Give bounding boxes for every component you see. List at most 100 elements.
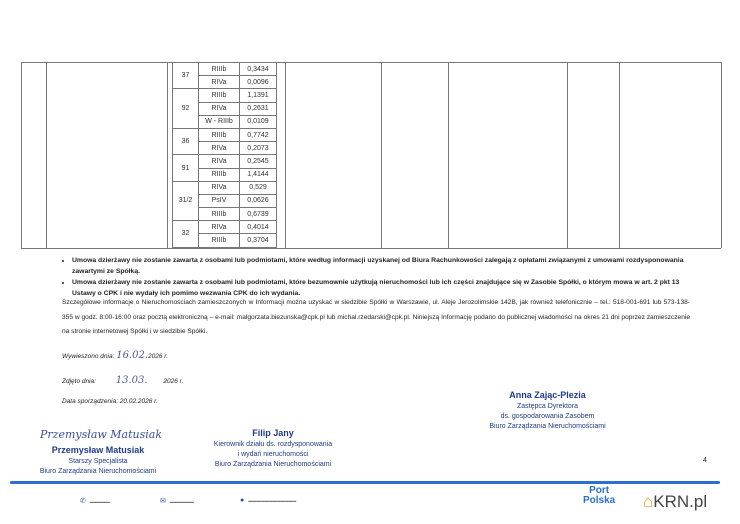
table-row: 31/2 RIVa 0,529: [172, 180, 277, 222]
table-col-line: [285, 62, 286, 248]
phone-icon: ✆: [80, 498, 86, 505]
signer-title: ds. gospodarowania Zasobem: [500, 413, 595, 420]
table-bottom-border: [21, 248, 721, 249]
posted-year: 2026 r.: [148, 353, 169, 360]
signer-name: Filip Jany: [252, 428, 294, 438]
plot-number-cell: 37: [172, 61, 199, 90]
krn-watermark: ⌂KRN.pl: [643, 492, 707, 512]
plot-number-cell: 92: [172, 88, 199, 129]
prepared-date: Data sporządzenia: 20.02.2026 r.: [62, 398, 158, 405]
logo-line: Polska: [583, 495, 616, 506]
watermark-text: KRN.pl: [653, 492, 708, 511]
area-cell: 1,4144: [239, 167, 277, 182]
land-class-cell: RIVa: [198, 220, 240, 235]
table-row: RIVa 0,0096: [173, 75, 277, 90]
table-row: RIVa 0,2073: [173, 141, 277, 156]
table-row: 32 RIVa 0,4014: [172, 220, 277, 248]
table-top-border: [21, 62, 721, 63]
posted-label: Wywieszono dnia:: [62, 353, 115, 360]
table-col-line: [46, 62, 47, 248]
posted-date: Wywieszono dnia: 16.02.2026 r.: [62, 350, 168, 361]
land-class-cell: RIIIb: [198, 233, 240, 248]
removed-year: 2026 r.: [163, 378, 184, 385]
land-class-cell: RIIIb: [198, 61, 240, 77]
location-pin-icon: ●: [240, 497, 245, 504]
area-cell: 0,0626: [239, 193, 277, 209]
land-class-cell: RIVa: [198, 180, 240, 195]
plot-number-cell: 91: [172, 154, 199, 182]
contact-paragraph: Szczegółowe informacje o Nieruchomościac…: [62, 299, 690, 335]
signer-title: Zastępca Dyrektora: [516, 403, 579, 410]
signer-dept: Biuro Zarządzania Nieruchomościami: [214, 461, 332, 468]
table-row: W - RIIIb 0,0109: [173, 114, 277, 129]
area-cell: 1,1391: [239, 88, 277, 103]
land-class-cell: RIIIb: [198, 88, 240, 103]
plot-class-table: 37 RIIIb 0,3434 RIVa 0,0096 92 RIIIb 1,1391 RIVa…: [172, 61, 277, 248]
port-polska-logo: Port Polska: [583, 486, 615, 506]
table-col-line: [448, 62, 449, 248]
land-class-cell: RIIIb: [198, 167, 240, 182]
area-cell: 0,2631: [239, 101, 277, 116]
land-class-cell: W - RIIIb: [198, 114, 240, 129]
plot-number-cell: 32: [172, 220, 199, 248]
signature-right: Anna Zając-Plezia Zastępca Dyrektora ds.…: [460, 390, 635, 432]
table-col-line: [21, 62, 22, 248]
removed-date: Zdjęto dnia: 13.03. 2026 r.: [62, 375, 183, 386]
land-class-cell: RIVa: [198, 154, 240, 169]
area-cell: 0,529: [239, 180, 277, 195]
area-cell: 0,0096: [239, 75, 277, 90]
land-class-cell: RIVa: [198, 75, 240, 90]
table-col-line: [567, 62, 568, 248]
area-cell: 0,6739: [239, 207, 277, 222]
table-row: 91 RIVa 0,2545: [172, 154, 277, 182]
signature-scribble-left: Przemysław Matusiak: [40, 428, 163, 441]
area-cell: 0,3704: [239, 233, 277, 248]
signature-left: Przemysław Matusiak Starszy Specjalista …: [38, 445, 158, 477]
land-class-cell: PsIV: [198, 193, 240, 209]
page-number: 4: [703, 457, 707, 464]
plot-number-cell: 31/2: [172, 180, 199, 222]
mail-icon: ✉: [160, 498, 166, 505]
area-cell: 0,2073: [239, 141, 277, 156]
area-cell: 0,0109: [239, 114, 277, 129]
table-row: 36 RIIIb 0,7742: [172, 127, 277, 156]
signer-dept: Biuro Zarządzania Nieruchomościami: [489, 423, 606, 430]
land-class-cell: RIVa: [198, 101, 240, 116]
logo-line: Port: [589, 485, 610, 496]
signer-title: i wydań nieruchomości: [237, 451, 309, 458]
table-row: RIVa 0,2631: [173, 101, 277, 116]
table-row: RIIIb 0,3704: [173, 233, 277, 248]
table-row: PsIV 0,0626: [173, 193, 277, 209]
area-cell: 0,7742: [239, 127, 277, 143]
table-row: 92 RIIIb 1,1391: [172, 88, 277, 129]
signer-title: Kierownik działu ds. rozdysponowania: [213, 441, 333, 448]
signer-name: Anna Zając-Plezia: [509, 390, 586, 400]
table-row: RIIIb 1,4144: [173, 167, 277, 182]
table-row: 37 RIIIb 0,3434: [172, 61, 277, 90]
table-col-line: [381, 62, 382, 248]
house-icon: ⌂: [643, 492, 654, 511]
land-class-cell: RIIIb: [198, 207, 240, 222]
signer-name: Przemysław Matusiak: [51, 445, 145, 455]
removed-label: Zdjęto dnia:: [62, 378, 96, 385]
land-class-cell: RIVa: [198, 141, 240, 156]
signature-middle: Filip Jany Kierownik działu ds. rozdyspo…: [188, 428, 358, 470]
land-class-cell: RIIIb: [198, 127, 240, 143]
table-col-line: [167, 62, 168, 248]
footer-email: ✉ ▬▬▬▬▬▬: [160, 498, 194, 505]
area-cell: 0,4014: [239, 220, 277, 235]
footer-divider: [10, 481, 720, 484]
condition-item: Umowa dzierżawy nie zostanie zawarta z o…: [72, 255, 702, 277]
footer-address: ● ▬▬▬▬▬▬▬▬▬▬▬▬: [240, 497, 297, 504]
area-cell: 0,3434: [239, 61, 277, 77]
posted-value: 16.02.: [116, 350, 149, 361]
signer-dept: Biuro Zarządzania Nieruchomościami: [39, 468, 157, 475]
plot-number-cell: 36: [172, 127, 199, 156]
area-cell: 0,2545: [239, 154, 277, 169]
signer-title: Starszy Specjalista: [68, 458, 128, 465]
table-col-line: [721, 62, 722, 248]
condition-item: Umowa dzierżawy nie zostanie zawarta z o…: [72, 277, 702, 299]
table-col-line: [619, 62, 620, 248]
conditions-list: Umowa dzierżawy nie zostanie zawarta z o…: [62, 255, 702, 299]
